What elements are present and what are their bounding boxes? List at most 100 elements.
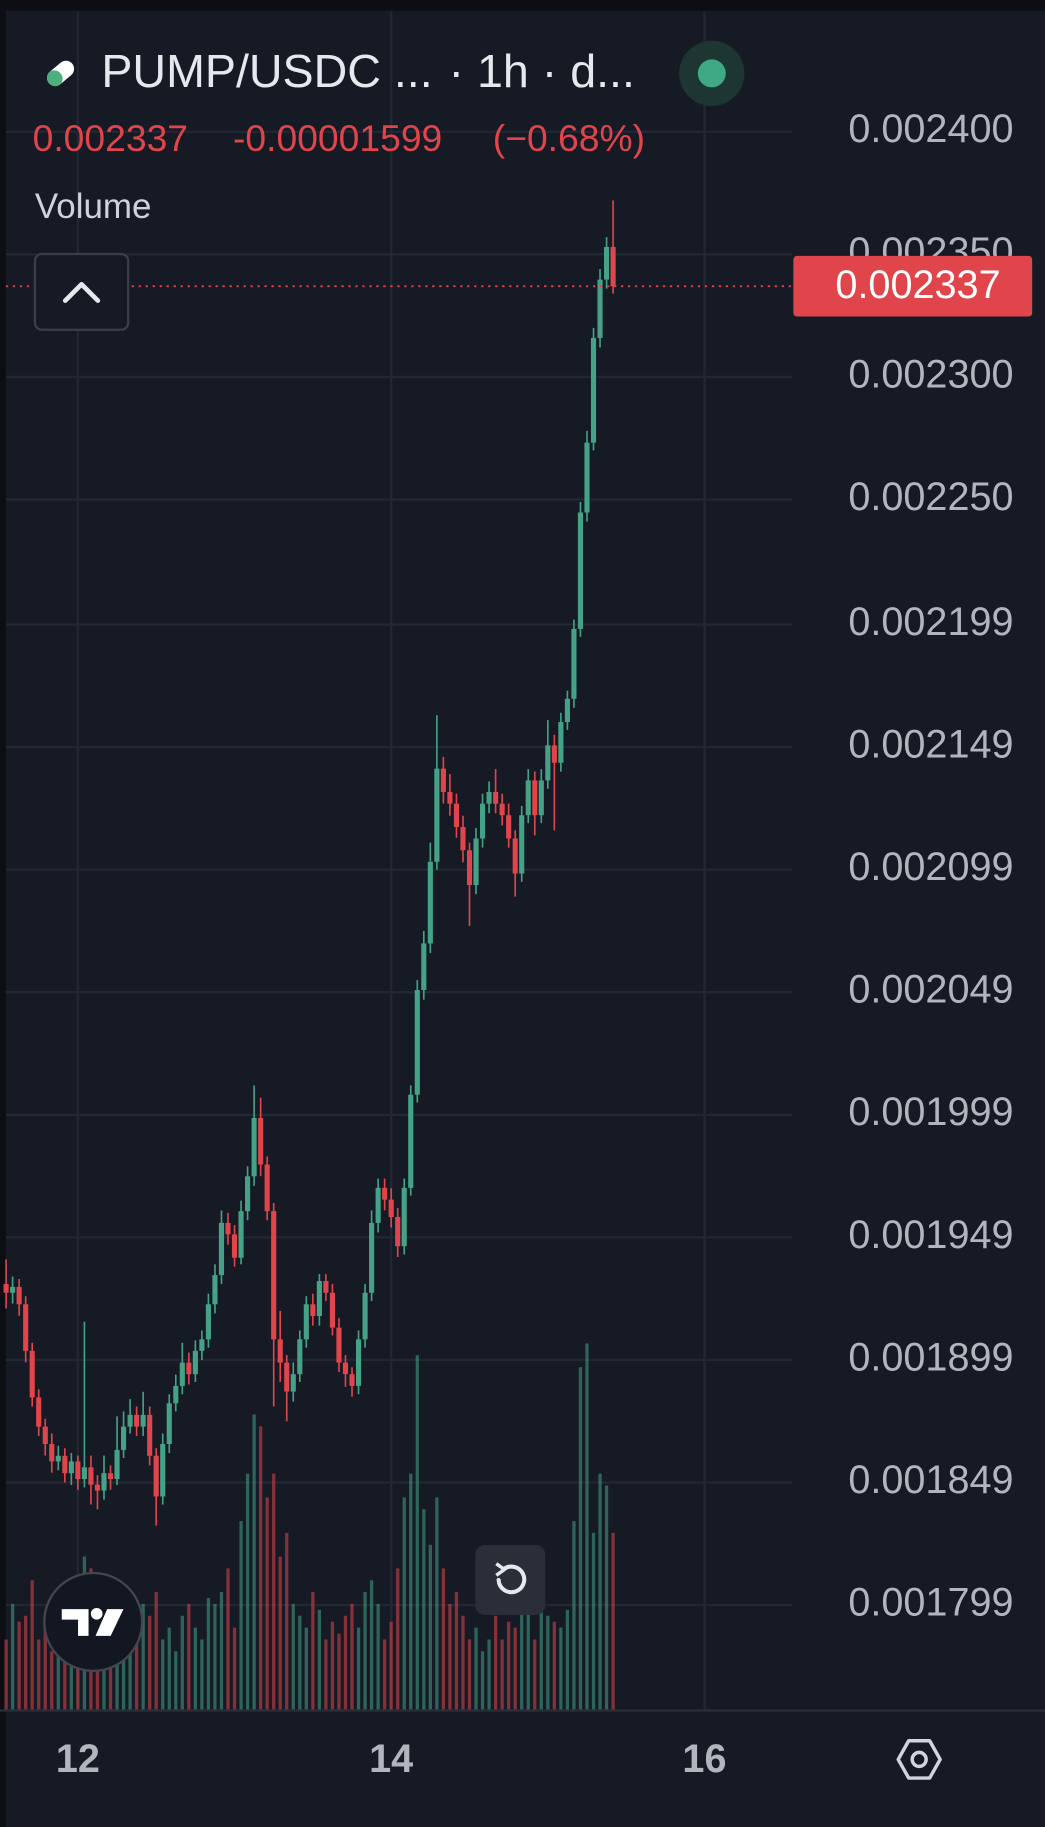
- interval-text[interactable]: · 1h · d...: [449, 45, 635, 97]
- volume-bar: [134, 1621, 139, 1711]
- candle-body: [49, 1444, 55, 1462]
- candle-body: [355, 1339, 362, 1386]
- candle-body: [440, 768, 446, 792]
- candle-body: [127, 1414, 133, 1427]
- candle-body: [577, 512, 584, 629]
- volume-bar: [396, 1568, 400, 1711]
- volume-bar: [461, 1615, 465, 1711]
- collapse-button[interactable]: [33, 252, 130, 331]
- volume-bar: [24, 1615, 28, 1711]
- volume-bar: [369, 1580, 374, 1711]
- price-change-pct: (−0.68%): [493, 117, 645, 159]
- volume-bar: [546, 1615, 550, 1711]
- candle-body: [336, 1327, 342, 1363]
- settings-button[interactable]: [896, 1739, 942, 1780]
- volume-bar: [520, 1603, 524, 1711]
- candle-body: [558, 722, 564, 763]
- volume-label: Volume: [35, 187, 152, 226]
- volume-bar: [578, 1367, 583, 1711]
- volume-bar: [611, 1532, 615, 1711]
- candle-body: [284, 1362, 290, 1392]
- price-change: -0.00001599: [233, 117, 442, 159]
- candle-body: [329, 1292, 335, 1328]
- volume-bar: [291, 1603, 295, 1711]
- candle-body: [590, 337, 597, 443]
- candle-body: [479, 803, 486, 839]
- reset-button[interactable]: [475, 1545, 546, 1615]
- volume-bar: [37, 1639, 41, 1711]
- volume-bar: [572, 1521, 576, 1711]
- volume-bar: [454, 1592, 459, 1711]
- volume-bar: [272, 1473, 276, 1711]
- candle-body: [94, 1484, 101, 1491]
- candle-body: [493, 791, 499, 804]
- candle-body: [16, 1286, 22, 1305]
- x-tick-label: 14: [369, 1737, 413, 1781]
- volume-bar: [317, 1609, 322, 1711]
- y-tick-label: 0.001899: [848, 1335, 1013, 1379]
- volume-bar: [304, 1627, 308, 1711]
- candle-body: [610, 246, 616, 287]
- y-tick-label: 0.001949: [848, 1213, 1013, 1257]
- candle-body: [42, 1426, 48, 1445]
- candle-body: [10, 1286, 16, 1293]
- volume-bar: [278, 1556, 282, 1711]
- candle-body: [153, 1455, 159, 1497]
- volume-bar: [17, 1621, 21, 1711]
- candle-body: [551, 745, 557, 763]
- tradingview-logo[interactable]: [43, 1571, 144, 1673]
- candle-body: [486, 791, 492, 804]
- volume-bar: [265, 1497, 269, 1711]
- candle-body: [421, 943, 427, 991]
- candle-body: [408, 1094, 414, 1188]
- top-strip: [0, 0, 1045, 11]
- candle-body: [62, 1455, 68, 1474]
- candle-body: [297, 1339, 303, 1375]
- candle-body: [225, 1222, 231, 1235]
- candle-body: [369, 1222, 375, 1293]
- candle-body: [414, 990, 420, 1095]
- y-tick-label: 0.002099: [848, 845, 1013, 889]
- candle-body: [564, 698, 570, 723]
- volume-bar: [585, 1343, 589, 1711]
- volume-bar: [474, 1627, 478, 1711]
- volume-bar: [350, 1603, 354, 1711]
- candle-body: [218, 1222, 225, 1276]
- volume-bar: [43, 1627, 47, 1711]
- volume-bar: [493, 1615, 498, 1711]
- volume-bar: [376, 1603, 380, 1711]
- candle-body: [245, 1176, 251, 1212]
- y-tick-label: 0.002049: [848, 968, 1013, 1012]
- candle-body: [23, 1304, 29, 1351]
- candle-body: [173, 1385, 179, 1404]
- volume-bar: [56, 1615, 60, 1711]
- volume-bar: [102, 1639, 106, 1711]
- volume-bar: [154, 1592, 158, 1711]
- candle-body: [323, 1280, 329, 1293]
- candle-body: [597, 279, 603, 338]
- candle-body: [316, 1280, 322, 1317]
- volume-bar: [193, 1627, 197, 1711]
- volume-bar: [552, 1621, 556, 1711]
- candle-body: [447, 791, 453, 804]
- volume-bar: [259, 1426, 263, 1711]
- candle-body: [512, 838, 518, 874]
- symbol-title[interactable]: PUMP/USDC ...: [101, 45, 432, 97]
- y-tick-label: 0.001799: [848, 1581, 1013, 1625]
- volume-bar: [513, 1627, 517, 1711]
- candle-body: [271, 1211, 277, 1340]
- last-price-label: 0.002337: [835, 263, 1000, 307]
- volume-bar: [402, 1497, 406, 1711]
- volume-bar: [180, 1615, 184, 1711]
- candle-body: [36, 1397, 42, 1427]
- candle-body: [604, 246, 610, 280]
- volume-bar: [533, 1639, 537, 1711]
- volume-bar: [409, 1473, 413, 1711]
- candle-body: [147, 1414, 153, 1456]
- candle-body: [81, 1467, 87, 1480]
- candle-body: [140, 1414, 146, 1427]
- candle-layer: [3, 200, 616, 1526]
- candle-body: [362, 1292, 368, 1340]
- volume-bar: [128, 1639, 132, 1711]
- candle-body: [160, 1444, 166, 1497]
